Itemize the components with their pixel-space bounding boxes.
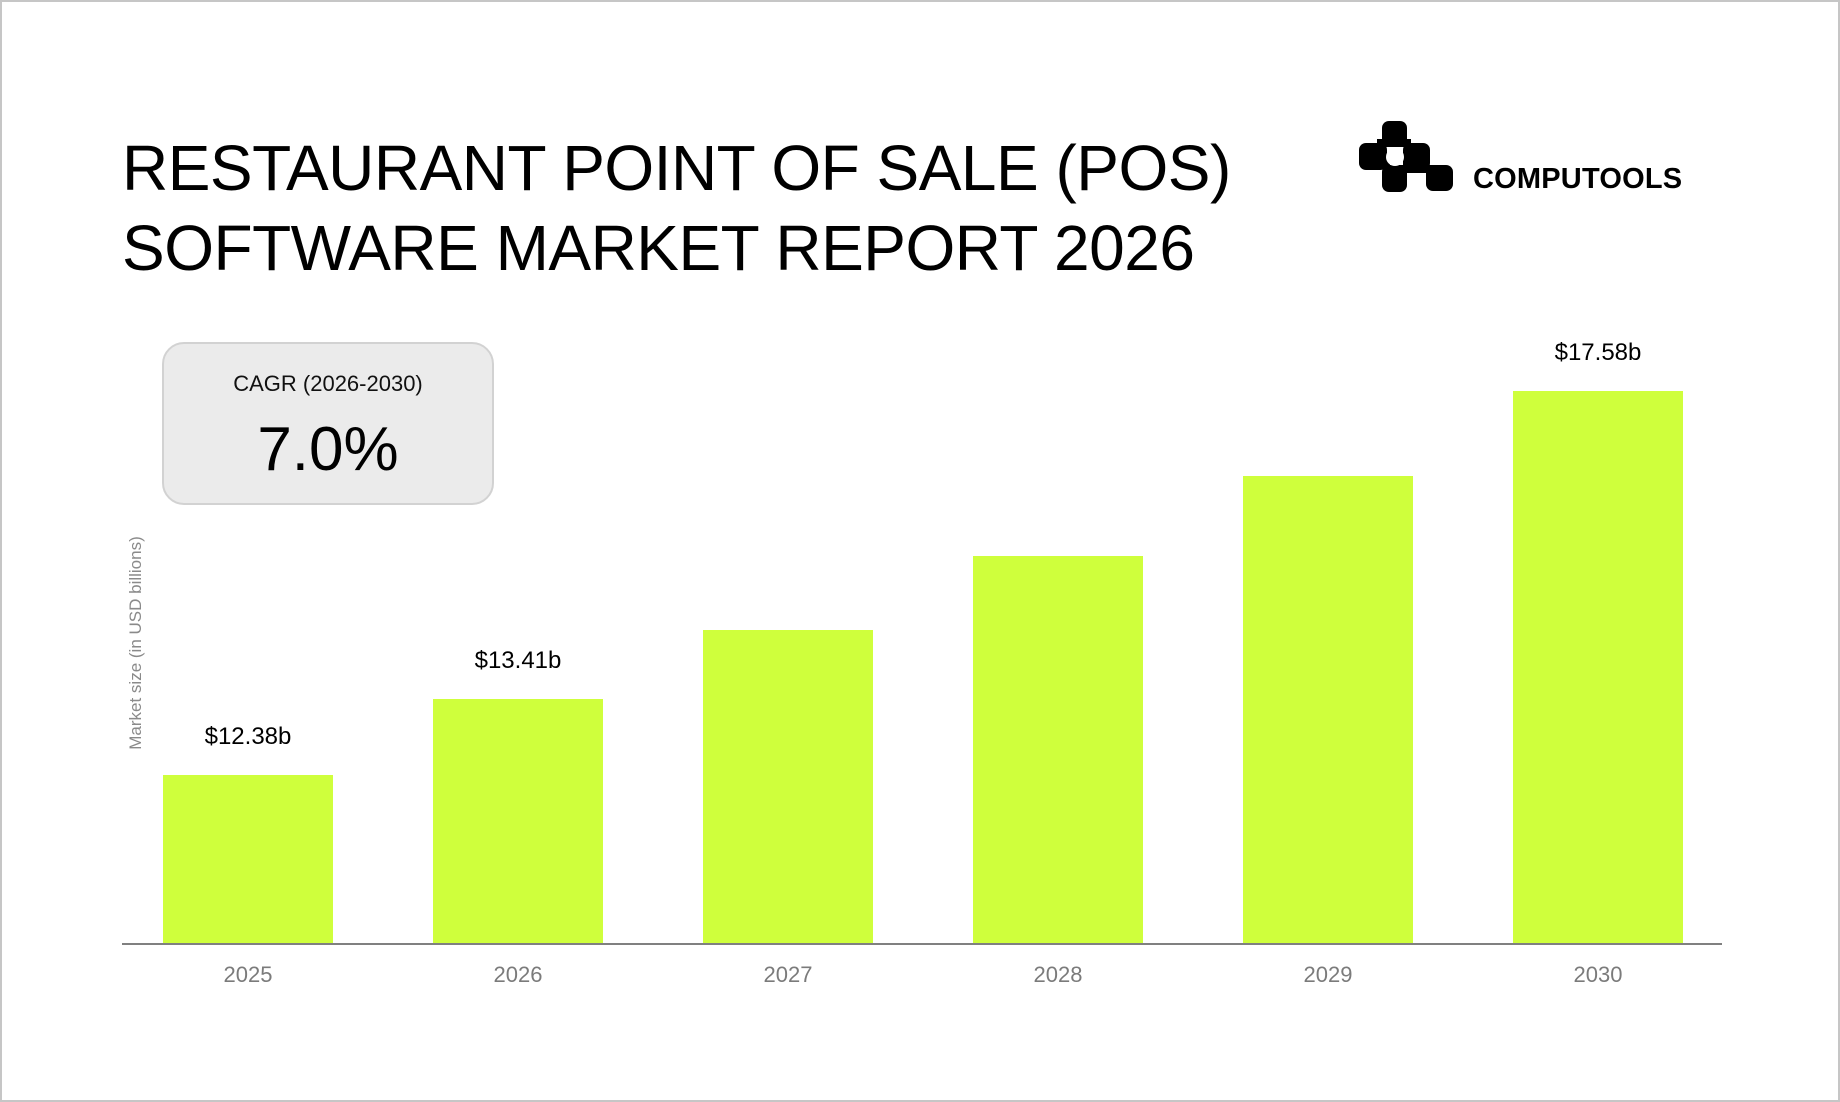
bar-2030 <box>1513 391 1683 944</box>
x-tick-label: 2029 <box>1303 962 1353 987</box>
x-tick-label: 2025 <box>223 962 273 987</box>
bar-value-label: $13.41b <box>474 647 562 674</box>
x-tick-label: 2027 <box>763 962 813 987</box>
page-title: RESTAURANT POINT OF SALE (POS) SOFTWARE … <box>122 128 1231 288</box>
brand-name: COMPUTOOLS <box>1473 163 1683 195</box>
bar-value-label: $12.38b <box>204 723 292 750</box>
y-axis-label: Market size (in USD billions) <box>126 536 145 750</box>
x-tick-label: 2026 <box>493 962 543 987</box>
computools-logo-icon <box>1359 121 1453 192</box>
cagr-label: CAGR (2026-2030) <box>233 371 423 396</box>
bar-2029 <box>1243 476 1413 944</box>
bar-2028 <box>973 556 1143 944</box>
cagr-card: CAGR (2026-2030) 7.0% <box>162 342 494 505</box>
title-line-1: RESTAURANT POINT OF SALE (POS) <box>122 132 1231 204</box>
bar-2025 <box>163 775 333 944</box>
x-axis-line <box>122 943 1722 945</box>
cagr-value: 7.0% <box>257 415 399 484</box>
bar-value-label: $17.58b <box>1554 339 1642 366</box>
x-tick-label: 2028 <box>1033 962 1083 987</box>
bar-2027 <box>703 630 873 944</box>
title-line-2: SOFTWARE MARKET REPORT 2026 <box>122 212 1195 284</box>
x-tick-label: 2030 <box>1573 962 1623 987</box>
bar-2026 <box>433 699 603 944</box>
